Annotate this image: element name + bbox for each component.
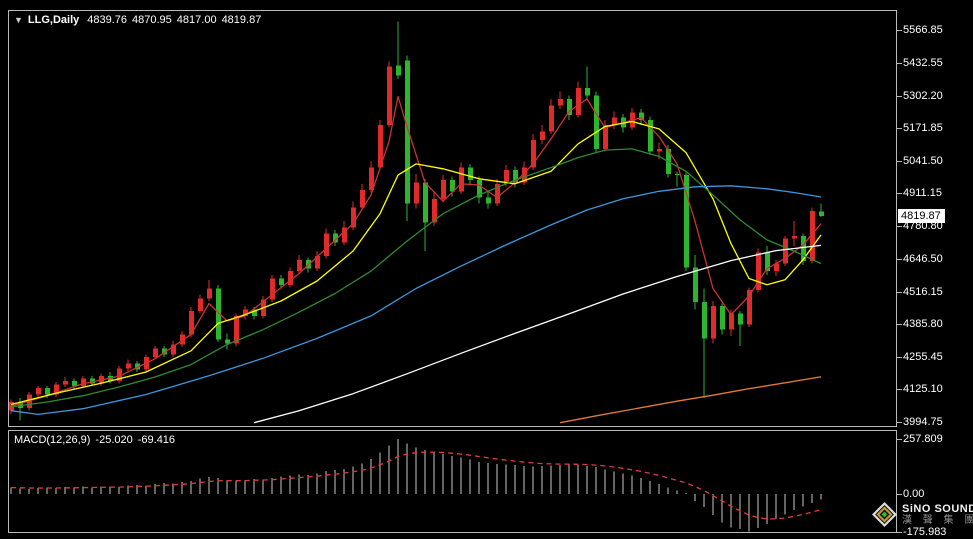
price-label: 5566.85 xyxy=(903,24,943,36)
macd-label: 0.00 xyxy=(903,488,925,500)
price-label: 5302.20 xyxy=(903,90,943,102)
macd-signal-value: -69.416 xyxy=(137,434,176,446)
price-label: 5432.55 xyxy=(903,57,943,69)
sino-sound-diamond-icon xyxy=(872,502,897,527)
price-tick-mark xyxy=(897,389,902,390)
macd-label: -175.983 xyxy=(903,526,947,538)
macd-pane[interactable]: MACD(12,26,9) -25.020 -69.416 xyxy=(8,430,897,533)
price-tick-mark xyxy=(897,259,902,260)
quote-bar: ▼ LLG,Daily 4839.76 4870.95 4817.00 4819.87 xyxy=(14,14,266,26)
price-label: 4646.50 xyxy=(903,253,943,265)
ma-white-line xyxy=(253,244,822,424)
macd-label: 257.809 xyxy=(903,433,943,445)
price-tick-mark xyxy=(897,161,902,162)
price-axis[interactable]: 5566.85 5432.55 5302.20 5171.85 5041.50 4911.… xyxy=(897,0,973,539)
macd-label: MACD(12,26,9) xyxy=(14,434,91,446)
price-label: 3994.75 xyxy=(903,416,943,428)
macd-tick-mark xyxy=(897,532,902,533)
price-tick-mark xyxy=(897,193,902,194)
macd-header: MACD(12,26,9) -25.020 -69.416 xyxy=(14,434,180,446)
ma-green-line xyxy=(10,148,822,408)
price-tick-mark xyxy=(897,128,902,129)
macd-main-value: -25.020 xyxy=(95,434,133,446)
quote-close: 4819.87 xyxy=(221,14,262,26)
quote-open: 4839.76 xyxy=(87,14,128,26)
price-label: 5171.85 xyxy=(903,122,943,134)
price-label: 5041.50 xyxy=(903,155,943,167)
price-label: 4255.45 xyxy=(903,351,943,363)
price-label: 4516.15 xyxy=(903,286,943,298)
price-tick-mark xyxy=(897,63,902,64)
ma-orange-line xyxy=(559,376,822,424)
price-tick-mark xyxy=(897,357,902,358)
price-label: 4911.15 xyxy=(903,187,942,199)
price-tick-mark xyxy=(897,422,902,423)
sino-sound-logo: SiNO SOUND 漢 聲 集 團 xyxy=(871,501,973,528)
candlesticks xyxy=(9,21,824,421)
quote-low: 4817.00 xyxy=(176,14,217,26)
ma-fast-red-line xyxy=(10,95,822,407)
macd-signal-line xyxy=(10,451,822,520)
main-chart-pane[interactable]: ▼ LLG,Daily 4839.76 4870.95 4817.00 4819.87 xyxy=(8,10,897,427)
symbol-timeframe-label: LLG,Daily xyxy=(27,14,80,26)
price-label: 4780.80 xyxy=(903,220,943,232)
price-tick-mark xyxy=(897,324,902,325)
price-tick-mark xyxy=(897,226,902,227)
price-tick-mark xyxy=(897,96,902,97)
ma-blue-line xyxy=(10,185,822,416)
logo-subtitle: 漢 聲 集 團 xyxy=(902,515,973,526)
macd-chart xyxy=(10,438,822,532)
macd-tick-mark xyxy=(897,494,902,495)
candlestick-chart xyxy=(9,21,824,424)
quote-high: 4870.95 xyxy=(132,14,172,26)
price-tick-mark xyxy=(897,30,902,31)
current-price-badge: 4819.87 xyxy=(898,209,945,223)
ma-yellow-line xyxy=(10,120,822,406)
macd-tick-mark xyxy=(897,439,902,440)
price-tick-mark xyxy=(897,292,902,293)
symbol-dropdown-icon[interactable]: ▼ xyxy=(14,15,23,25)
logo-title: SiNO SOUND xyxy=(902,503,973,515)
price-label: 4125.10 xyxy=(903,383,943,395)
price-label: 4385.80 xyxy=(903,318,943,330)
